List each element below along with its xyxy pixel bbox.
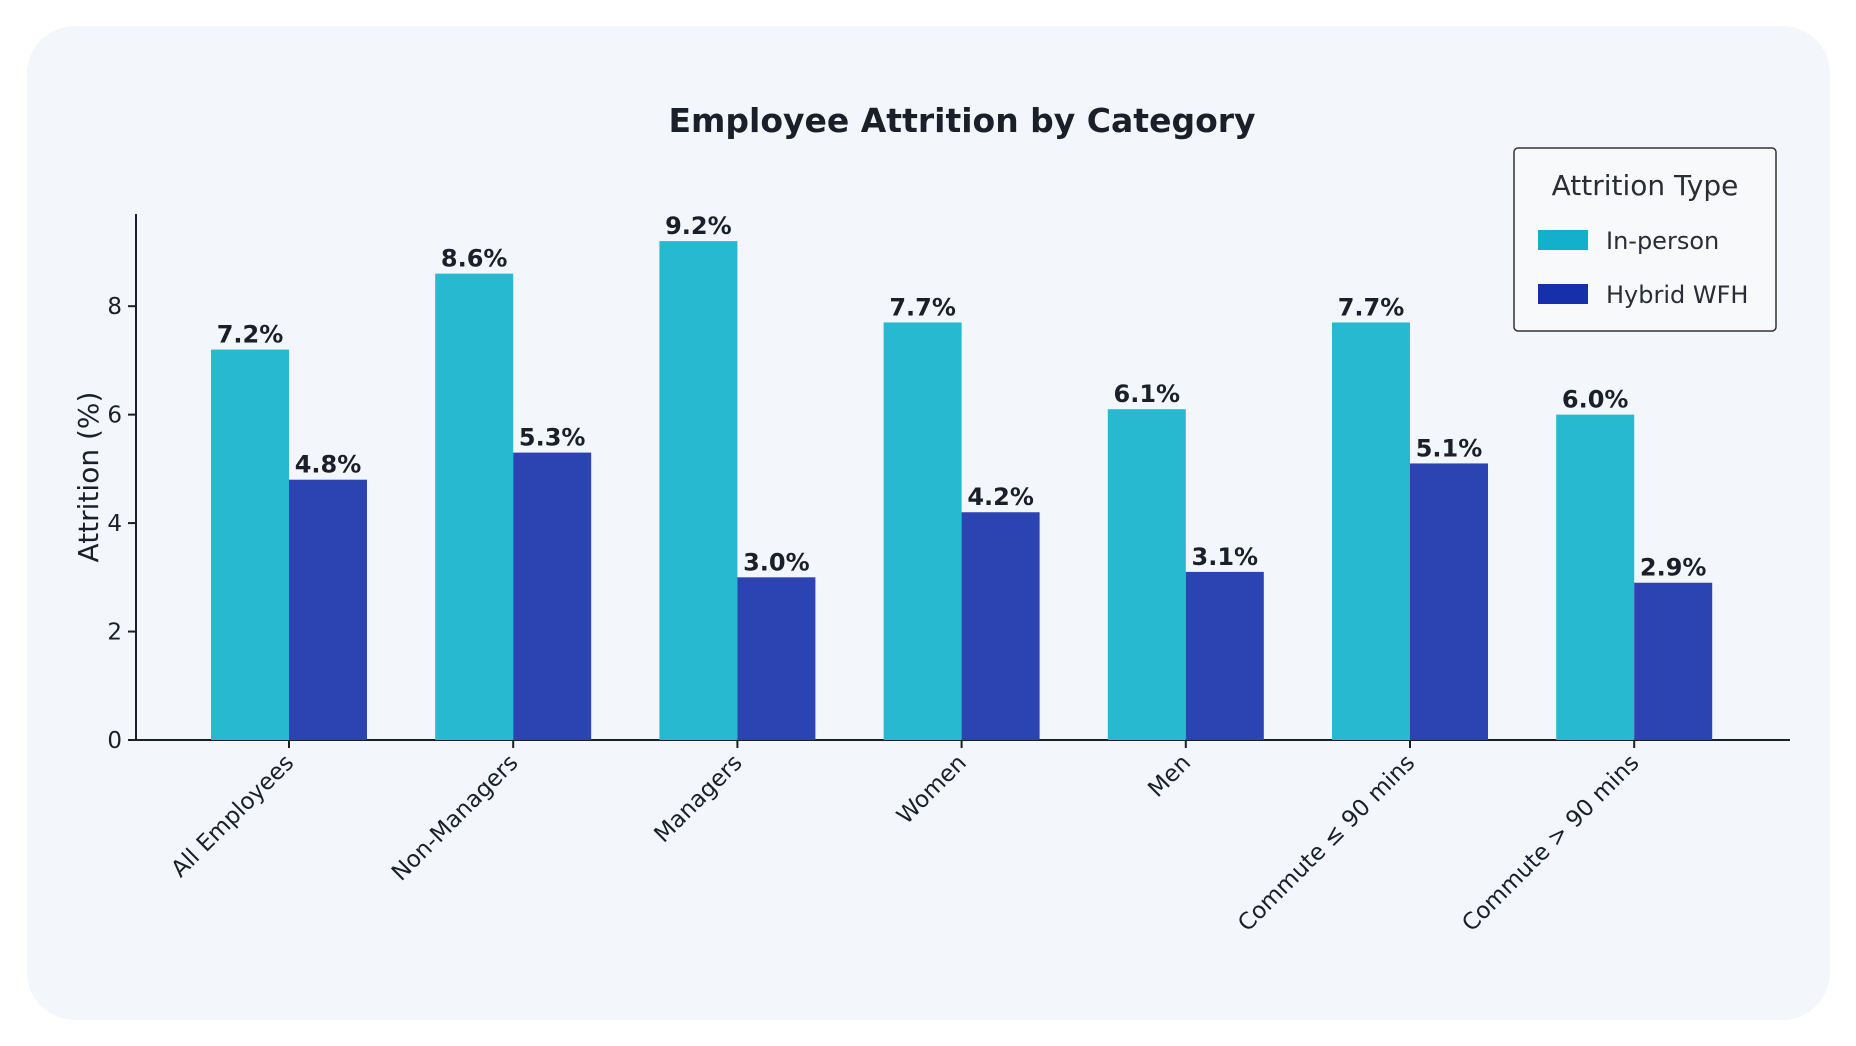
data-label-hybrid-wfh-men: 3.1% — [1192, 543, 1259, 571]
bar-in-person-men — [1107, 409, 1186, 740]
data-label-in-person-commute-90-mins: 6.0% — [1562, 386, 1629, 414]
data-label-in-person-non-managers: 8.6% — [441, 245, 508, 273]
category-label-all-employees: All Employees — [167, 750, 300, 883]
legend-label-hybrid-wfh: Hybrid WFH — [1606, 281, 1748, 309]
data-label-in-person-commute-90-mins: 7.7% — [1338, 293, 1405, 321]
legend-swatch-in-person — [1538, 230, 1588, 250]
y-axis-label: Attrition (%) — [72, 392, 105, 563]
category-label-men: Men — [1143, 750, 1196, 803]
category-label-commute-90-mins: Commute ≤ 90 mins — [1233, 750, 1420, 937]
bar-in-person-commute-90-mins — [1332, 322, 1410, 740]
category-label-managers: Managers — [649, 750, 747, 848]
bar-hybrid-wfh-all-employees — [289, 479, 367, 740]
bar-in-person-women — [883, 322, 962, 740]
legend-label-in-person: In-person — [1606, 227, 1719, 255]
data-label-hybrid-wfh-non-managers: 5.3% — [519, 424, 586, 452]
data-label-in-person-men: 6.1% — [1114, 380, 1181, 408]
legend-title: Attrition Type — [1552, 169, 1739, 202]
bar-in-person-commute-90-mins — [1556, 414, 1635, 740]
y-tick-label: 0 — [107, 728, 122, 754]
bar-hybrid-wfh-managers — [737, 577, 816, 740]
category-label-commute-90-mins: Commute > 90 mins — [1457, 750, 1644, 937]
bar-hybrid-wfh-women — [961, 512, 1040, 740]
category-label-women: Women — [892, 750, 972, 830]
bar-hybrid-wfh-non-managers — [513, 452, 592, 740]
data-label-hybrid-wfh-women: 4.2% — [967, 483, 1034, 511]
bar-hybrid-wfh-men — [1185, 571, 1264, 740]
bar-in-person-all-employees — [211, 349, 289, 740]
data-label-hybrid-wfh-commute-90-mins: 5.1% — [1416, 434, 1483, 462]
data-label-hybrid-wfh-commute-90-mins: 2.9% — [1640, 554, 1707, 582]
data-label-hybrid-wfh-managers: 3.0% — [743, 548, 810, 576]
y-tick-label: 4 — [107, 511, 122, 537]
data-label-in-person-women: 7.7% — [889, 293, 956, 321]
y-tick-label: 6 — [107, 403, 122, 429]
legend: Attrition Type In-person Hybrid WFH — [1513, 147, 1777, 332]
data-label-in-person-managers: 9.2% — [665, 212, 732, 240]
data-labels: 7.2% 4.8% 8.6% 5.3% 9.2% 3.0% 7.7% 4.2% 6.1% 3.1%… — [217, 212, 1707, 582]
y-tick-label: 2 — [107, 620, 122, 646]
legend-swatch-hybrid-wfh — [1538, 284, 1588, 304]
bar-in-person-managers — [659, 241, 738, 740]
y-tick-label: 8 — [107, 294, 122, 320]
bars — [211, 241, 1713, 740]
category-labels: All Employees Non-Managers Managers Women Me… — [167, 750, 1645, 937]
bar-hybrid-wfh-commute-90-mins — [1410, 463, 1488, 740]
bar-hybrid-wfh-commute-90-mins — [1634, 582, 1713, 740]
category-label-non-managers: Non-Managers — [387, 750, 523, 886]
chart-title: Employee Attrition by Category — [668, 101, 1255, 140]
bar-in-person-non-managers — [435, 273, 514, 740]
data-label-in-person-all-employees: 7.2% — [217, 321, 284, 349]
data-label-hybrid-wfh-all-employees: 4.8% — [295, 451, 362, 479]
